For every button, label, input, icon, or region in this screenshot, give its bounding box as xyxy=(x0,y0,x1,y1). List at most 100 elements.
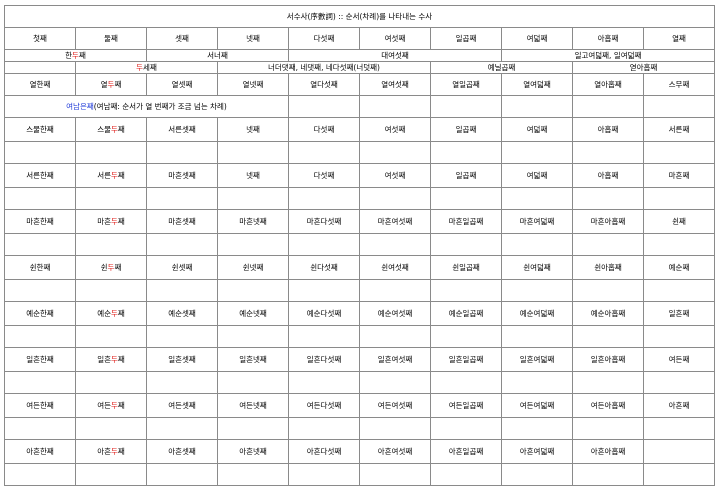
empty-cell xyxy=(146,325,218,348)
ordinal-cell: 쉰여덟째 xyxy=(501,255,573,280)
empty-cell xyxy=(288,371,360,394)
empty-cell xyxy=(572,141,644,164)
ordinal-cell: 열다섯째 xyxy=(288,73,360,96)
text-segment: 마흔 xyxy=(97,216,111,226)
empty-cell xyxy=(359,417,431,440)
ordinal-cell: 쉰아홉째 xyxy=(572,255,644,280)
ordinal-cell: 일흔일곱째 xyxy=(430,347,502,372)
empty-cell xyxy=(430,187,502,210)
empty-cell xyxy=(430,233,502,256)
header-cell: 셋째 xyxy=(146,27,218,50)
text-segment: 서른 xyxy=(97,170,111,180)
ordinal-cell: 아흔여덟째 xyxy=(501,439,573,464)
text-segment: 다섯째 xyxy=(313,170,335,180)
text-segment: 째 xyxy=(117,354,125,364)
highlighted-syllable: 두 xyxy=(111,400,118,410)
empty-cell xyxy=(146,417,218,440)
text-segment: 아흔째 xyxy=(668,400,690,410)
ordinal-cell: 쉰여섯째 xyxy=(359,255,431,280)
empty-cell xyxy=(359,371,431,394)
empty-cell xyxy=(217,463,289,486)
text-segment: 째 xyxy=(78,50,86,60)
text-segment: 일흔일곱째 xyxy=(448,354,484,364)
text-segment: 열아홉째 xyxy=(594,79,622,89)
table-title: 서수사(序數詞) :: 순서(차례)를 나타내는 수사 xyxy=(4,5,715,28)
empty-cell xyxy=(501,463,573,486)
text-segment: 쉰째 xyxy=(672,216,686,226)
ordinal-cell: 예순두째 xyxy=(75,301,147,326)
empty-cell xyxy=(501,279,573,302)
table-row: 서른한째 서른두째 마흔셋째 넷째 다섯째 여섯째 일곱째 여덟째 아홉째 마흔째 xyxy=(4,163,715,188)
text-segment: 마흔여섯째 xyxy=(377,216,413,226)
spacer-row xyxy=(4,463,715,486)
empty-cell xyxy=(359,463,431,486)
short-form-cell: 예닐곱째 xyxy=(430,61,573,74)
empty-cell xyxy=(643,371,715,394)
empty-cell xyxy=(359,187,431,210)
text-segment: 째 xyxy=(114,262,122,272)
text-segment: 열여섯째 xyxy=(381,79,409,89)
text-segment: 예순셋째 xyxy=(168,308,196,318)
ordinal-cell xyxy=(643,439,715,464)
text-segment: 일흔넷째 xyxy=(239,354,267,364)
empty-cell xyxy=(643,141,715,164)
spacer-row xyxy=(4,325,715,348)
empty-cell xyxy=(643,417,715,440)
text-segment: 열다섯째 xyxy=(310,79,338,89)
empty-cell xyxy=(75,141,147,164)
spacer-row xyxy=(4,187,715,210)
highlighted-syllable: 두 xyxy=(111,124,118,134)
text-segment: 여든째 xyxy=(668,354,690,364)
empty-cell xyxy=(359,233,431,256)
text-segment: 일흔한째 xyxy=(26,354,54,364)
table-row: 예순한째 예순두째 예순셋째 예순넷째 예순다섯째 예순여섯째 예순일곱째 예순여덟째 예순아홉… xyxy=(4,301,715,326)
ordinal-cell: 마흔다섯째 xyxy=(288,209,360,234)
text-segment: 대여섯째 xyxy=(381,50,409,60)
ordinal-cell: 예순일곱째 xyxy=(430,301,502,326)
ordinal-cell: 아흔두째 xyxy=(75,439,147,464)
text-segment: 여든아홉째 xyxy=(590,400,626,410)
empty-cell xyxy=(572,417,644,440)
text-segment: 아흔여섯째 xyxy=(377,446,413,456)
text-segment: 일고여덟째, 일여덟째 xyxy=(574,50,642,60)
empty-cell xyxy=(572,95,644,118)
text-segment: 한 xyxy=(65,50,73,60)
empty-cell xyxy=(75,417,147,440)
text-segment: 일흔여덟째 xyxy=(519,354,555,364)
text-segment: 쉰셋째 xyxy=(171,262,193,272)
ordinal-cell: 마흔넷째 xyxy=(217,209,289,234)
empty-cell xyxy=(288,233,360,256)
ordinal-cell: 여든여섯째 xyxy=(359,393,431,418)
empty-cell xyxy=(4,325,76,348)
ordinal-cell: 여든넷째 xyxy=(217,393,289,418)
ordinal-cell: 예순넷째 xyxy=(217,301,289,326)
ordinal-cell: 예순째 xyxy=(643,255,715,280)
text-segment: (여남째: 순서가 열 번째가 조금 넘는 차례) xyxy=(93,101,227,111)
table-row: 아흔한째 아흔두째 아흔셋째 아흔넷째 아흔다섯째 아흔여섯째 아흔일곱째 아흔여덟째 아흔아홉… xyxy=(4,439,715,464)
ordinal-cell: 일흔셋째 xyxy=(146,347,218,372)
ordinal-cell: 다섯째 xyxy=(288,117,360,142)
text-segment: 서른셋째 xyxy=(168,124,196,134)
header-cell: 둘째 xyxy=(75,27,147,50)
text-segment: 예순넷째 xyxy=(239,308,267,318)
text-segment: 여덟째 xyxy=(526,170,548,180)
text-segment: 여섯째 xyxy=(384,124,406,134)
empty-cell xyxy=(643,95,715,118)
highlighted-syllable: 두 xyxy=(72,50,79,60)
teens-row: 열한째 열두째 열셋째 열넷째 열다섯째 열여섯째 열일곱째 열여덟째 열아홉째 스무째 xyxy=(4,73,715,96)
text-segment: 마흔셋째 xyxy=(168,216,196,226)
text-segment: 여든한째 xyxy=(26,400,54,410)
header-cell: 첫째 xyxy=(4,27,76,50)
empty-cell xyxy=(572,463,644,486)
ordinal-cell: 마흔여섯째 xyxy=(359,209,431,234)
text-segment: 아홉째 xyxy=(597,124,619,134)
text-segment: 서른째 xyxy=(668,124,690,134)
ordinal-cell: 여든셋째 xyxy=(146,393,218,418)
empty-cell xyxy=(217,279,289,302)
text-segment: 스무째 xyxy=(668,79,690,89)
ordinal-cell: 쉰다섯째 xyxy=(288,255,360,280)
ordinal-cell: 스물두째 xyxy=(75,117,147,142)
note-row: 여남은째(여남째: 순서가 열 번째가 조금 넘는 차례) xyxy=(4,95,715,118)
ordinal-cell: 열아홉째 xyxy=(572,73,644,96)
ordinal-cell: 여든두째 xyxy=(75,393,147,418)
